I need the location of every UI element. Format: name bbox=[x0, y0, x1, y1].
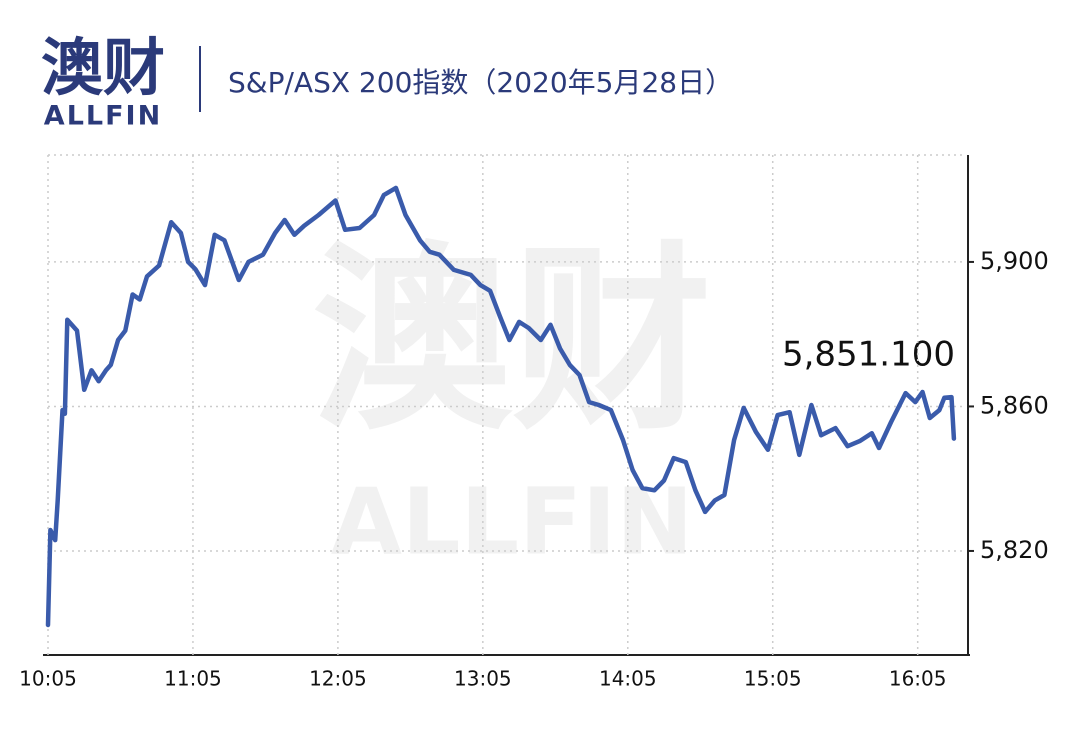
x-tick-label: 15:05 bbox=[744, 667, 802, 691]
logo-brand: ALLFIN bbox=[44, 101, 162, 132]
chart-title: S&P/ASX 200指数（2020年5月28日） bbox=[228, 66, 733, 99]
x-tick-label: 13:05 bbox=[454, 667, 512, 691]
y-tick-label: 5,820 bbox=[980, 536, 1049, 564]
watermark: 澳财 ALLFIN bbox=[312, 225, 712, 576]
y-tick-label: 5,900 bbox=[980, 247, 1049, 275]
x-tick-label: 14:05 bbox=[599, 667, 657, 691]
x-tick-label: 16:05 bbox=[889, 667, 947, 691]
x-tick-label: 10:05 bbox=[19, 667, 77, 691]
x-tick-label: 12:05 bbox=[309, 667, 367, 691]
watermark-brand: ALLFIN bbox=[331, 468, 694, 575]
line-series bbox=[45, 185, 957, 628]
y-tick-label: 5,860 bbox=[980, 391, 1049, 419]
annotation: 5,851.100 bbox=[782, 335, 955, 375]
x-tick-label: 11:05 bbox=[164, 667, 222, 691]
logo: 澳财 bbox=[41, 31, 165, 104]
watermark-logo: 澳财 bbox=[312, 225, 712, 458]
